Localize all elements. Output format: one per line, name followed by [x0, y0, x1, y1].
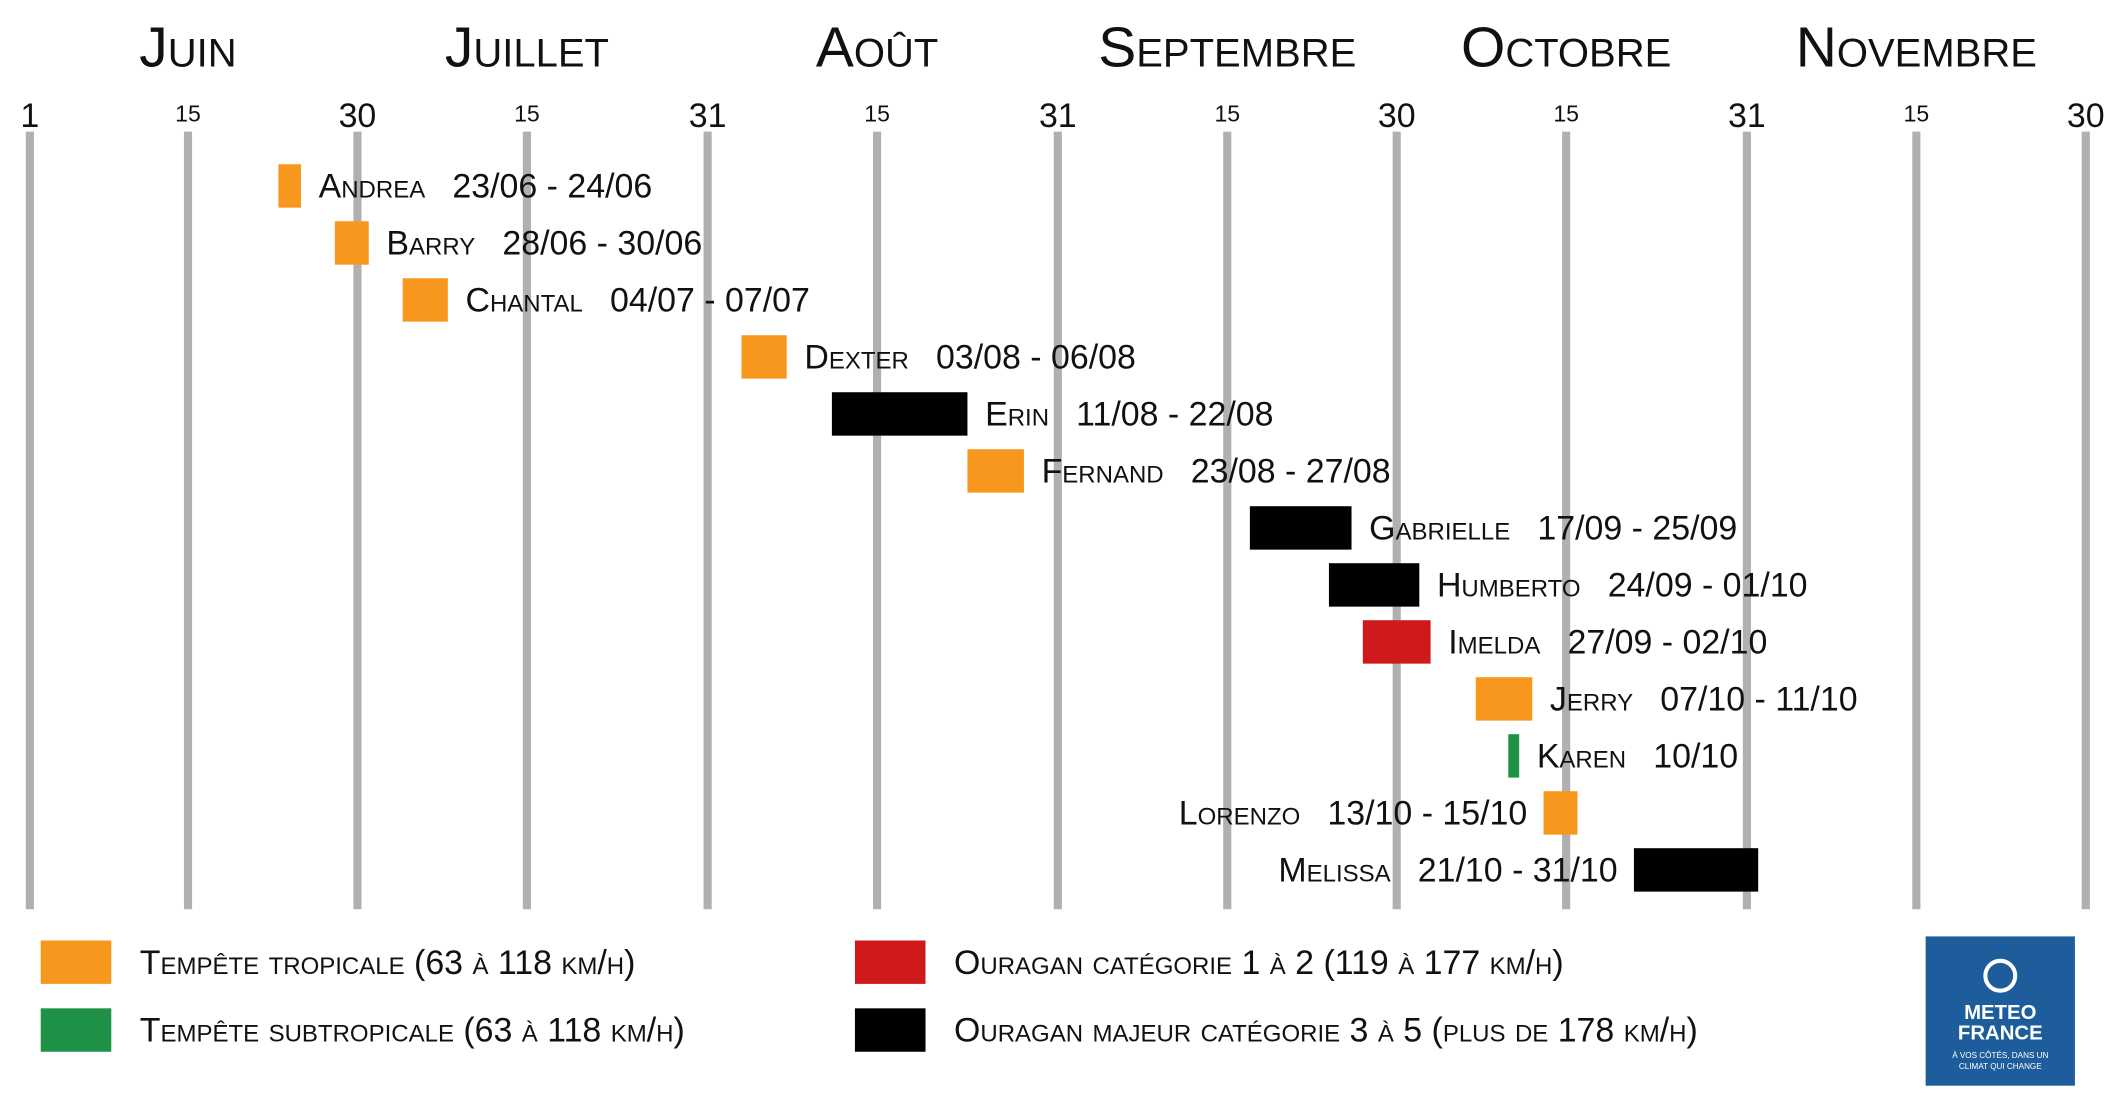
- storm-name: Erin: [985, 396, 1049, 434]
- storm-bar: [1543, 791, 1578, 835]
- x-tick-label: 30: [2067, 97, 2105, 135]
- storm-bar: [278, 164, 301, 208]
- storm-label: Gabrielle 17/09 - 25/09: [1369, 510, 1737, 548]
- storm-name: Chantal: [465, 282, 582, 320]
- storm-label: Karen 10/10: [1537, 738, 1738, 776]
- storm-dates: 07/10 - 11/10: [1660, 681, 1857, 719]
- x-tick-label: 15: [1553, 100, 1579, 126]
- storm-name: Humberto: [1437, 567, 1581, 605]
- storm-name: Barry: [386, 225, 475, 263]
- storm-name: Karen: [1537, 738, 1626, 776]
- storm-bar: [334, 221, 369, 265]
- storm-label: Dexter 03/08 - 06/08: [804, 339, 1136, 377]
- storm-label: Andrea 23/06 - 24/06: [319, 168, 653, 206]
- storm-bar: [831, 392, 968, 436]
- storm-name: Melissa: [1278, 852, 1390, 890]
- storm-dates: 04/07 - 07/07: [610, 282, 810, 320]
- legend-swatch: [854, 1008, 926, 1052]
- storm-bar: [1328, 563, 1420, 607]
- storm-name: Jerry: [1550, 681, 1633, 719]
- logo-slogan: CLIMAT QUI CHANGE: [1959, 1062, 2042, 1071]
- storm-dates: 23/08 - 27/08: [1191, 453, 1391, 491]
- legend-label: Ouragan catégorie 1 à 2 (119 à 177 km/h): [954, 944, 1564, 982]
- storm-label: Humberto 24/09 - 01/10: [1437, 567, 1808, 605]
- logo-slogan: À VOS CÔTÉS, DANS UN: [1952, 1050, 2048, 1060]
- storm-dates: 24/09 - 01/10: [1608, 567, 1808, 605]
- month-label: Août: [816, 16, 938, 80]
- legend-label: Ouragan majeur catégorie 3 à 5 (plus de …: [954, 1012, 1698, 1050]
- x-tick-label: 31: [1728, 97, 1766, 135]
- x-tick-label: 15: [1904, 100, 1930, 126]
- storm-dates: 17/09 - 25/09: [1537, 510, 1737, 548]
- x-tick-label: 15: [864, 100, 890, 126]
- storm-bar: [1508, 734, 1520, 778]
- x-tick-label: 31: [1039, 97, 1077, 135]
- month-label: Novembre: [1796, 16, 2037, 80]
- storm-name: Dexter: [804, 339, 909, 377]
- storm-bar: [402, 278, 448, 322]
- storm-dates: 21/10 - 31/10: [1418, 852, 1618, 890]
- x-tick-label: 31: [689, 97, 727, 135]
- x-tick-label: 15: [514, 100, 540, 126]
- storm-bar: [1249, 506, 1352, 550]
- storm-dates: 10/10: [1653, 738, 1738, 776]
- storm-label: Barry 28/06 - 30/06: [386, 225, 702, 263]
- x-tick-label: 15: [1214, 100, 1240, 126]
- storm-label: Melissa 21/10 - 31/10: [1278, 852, 1617, 890]
- x-tick-label: 1: [20, 97, 39, 135]
- storm-name: Andrea: [319, 168, 426, 206]
- x-tick-label: 15: [175, 100, 201, 126]
- storm-dates: 27/09 - 02/10: [1567, 624, 1767, 662]
- storm-bar: [1362, 620, 1431, 664]
- logo-text: FRANCE: [1958, 1022, 2043, 1044]
- storm-name: Lorenzo: [1179, 795, 1301, 833]
- month-label: Juin: [139, 16, 236, 80]
- storm-bar: [967, 449, 1024, 493]
- storm-name: Fernand: [1042, 453, 1164, 491]
- storm-bar: [741, 335, 787, 379]
- storm-bar: [1633, 848, 1759, 892]
- legend-label: Tempête subtropicale (63 à 118 km/h): [140, 1012, 685, 1050]
- legend-swatch: [854, 940, 926, 984]
- logo-text: METEO: [1964, 1002, 2036, 1024]
- storm-label: Chantal 04/07 - 07/07: [465, 282, 809, 320]
- storm-label: Fernand 23/08 - 27/08: [1042, 453, 1391, 491]
- storm-dates: 28/06 - 30/06: [502, 225, 702, 263]
- month-label: Octobre: [1461, 16, 1671, 80]
- x-tick-label: 30: [1378, 97, 1416, 135]
- legend-swatch: [40, 1008, 112, 1052]
- storm-dates: 03/08 - 06/08: [936, 339, 1136, 377]
- storm-bar: [1475, 677, 1533, 721]
- storm-dates: 11/08 - 22/08: [1076, 396, 1273, 434]
- storm-dates: 13/10 - 15/10: [1327, 795, 1527, 833]
- month-label: Juillet: [445, 16, 609, 80]
- x-tick-label: 30: [339, 97, 377, 135]
- legend-swatch: [40, 940, 112, 984]
- storm-name: Gabrielle: [1369, 510, 1510, 548]
- storm-label: Imelda 27/09 - 02/10: [1448, 624, 1767, 662]
- logo-icon: [1983, 958, 2018, 993]
- storm-label: Erin 11/08 - 22/08: [985, 396, 1273, 434]
- month-label: Septembre: [1098, 16, 1356, 80]
- legend-label: Tempête tropicale (63 à 118 km/h): [140, 944, 636, 982]
- storm-name: Imelda: [1448, 624, 1540, 662]
- storm-label: Jerry 07/10 - 11/10: [1550, 681, 1858, 719]
- storm-label: Lorenzo 13/10 - 15/10: [1179, 795, 1528, 833]
- storm-dates: 23/06 - 24/06: [452, 168, 652, 206]
